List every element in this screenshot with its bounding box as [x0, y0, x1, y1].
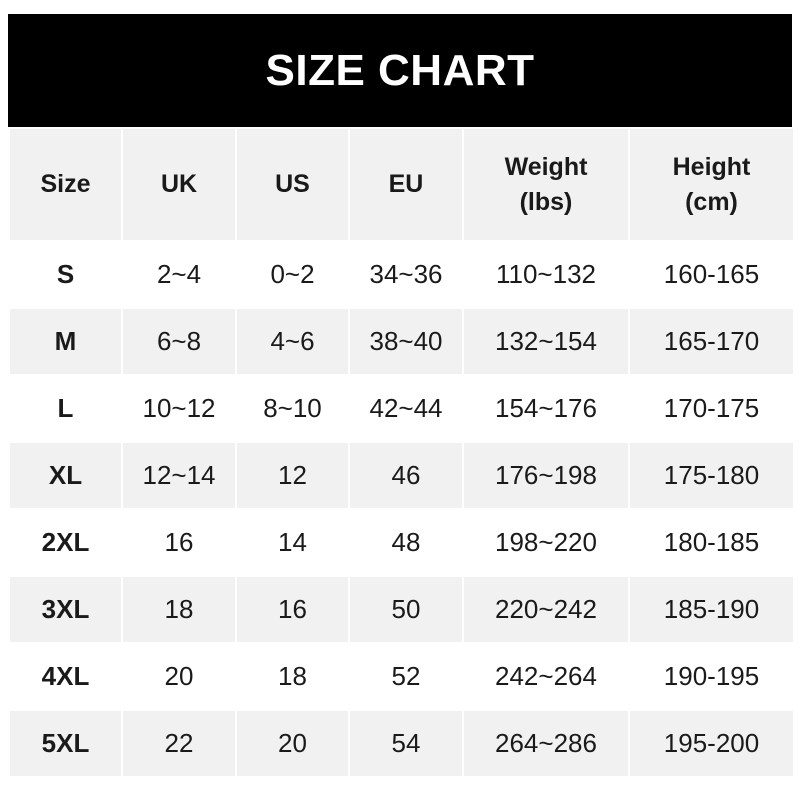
table-cell: 10~12: [121, 374, 237, 443]
table-row: M 6~8 4~6 38~40 132~154 165-170: [8, 307, 795, 376]
table-cell: 42~44: [348, 374, 464, 443]
size-label-cell: M: [8, 307, 123, 376]
column-header: Height (cm): [628, 127, 795, 242]
table-cell: 12~14: [121, 441, 237, 510]
table-row: 3XL 18 16 50 220~242 185-190: [8, 575, 795, 644]
table-cell: 190-195: [628, 642, 795, 711]
table-cell: 2~4: [121, 240, 237, 309]
column-header: US: [235, 127, 350, 242]
table-cell: 175-180: [628, 441, 795, 510]
column-header: EU: [348, 127, 464, 242]
size-chart-title: SIZE CHART: [8, 14, 792, 127]
table-cell: 18: [235, 642, 350, 711]
table-cell: 8~10: [235, 374, 350, 443]
table-cell: 165-170: [628, 307, 795, 376]
size-label-cell: 3XL: [8, 575, 123, 644]
table-cell: 242~264: [462, 642, 630, 711]
table-cell: 160-165: [628, 240, 795, 309]
table-cell: 16: [235, 575, 350, 644]
table-cell: 154~176: [462, 374, 630, 443]
table-cell: 54: [348, 709, 464, 778]
table-cell: 46: [348, 441, 464, 510]
column-header: Size: [8, 127, 123, 242]
table-cell: 185-190: [628, 575, 795, 644]
table-cell: 198~220: [462, 508, 630, 577]
table-cell: 48: [348, 508, 464, 577]
table-cell: 132~154: [462, 307, 630, 376]
table-cell: 18: [121, 575, 237, 644]
size-label-cell: 2XL: [8, 508, 123, 577]
table-cell: 12: [235, 441, 350, 510]
size-label-cell: S: [8, 240, 123, 309]
table-row: 2XL 16 14 48 198~220 180-185: [8, 508, 795, 577]
size-label-cell: L: [8, 374, 123, 443]
table-cell: 180-185: [628, 508, 795, 577]
table-cell: 38~40: [348, 307, 464, 376]
table-cell: 176~198: [462, 441, 630, 510]
table-row: XL 12~14 12 46 176~198 175-180: [8, 441, 795, 510]
table-cell: 6~8: [121, 307, 237, 376]
table-cell: 264~286: [462, 709, 630, 778]
column-header: Weight (lbs): [462, 127, 630, 242]
table-cell: 50: [348, 575, 464, 644]
table-cell: 22: [121, 709, 237, 778]
table-cell: 170-175: [628, 374, 795, 443]
table-row: 5XL 22 20 54 264~286 195-200: [8, 709, 795, 778]
size-chart-table: Size UK US EU Weight (lbs) Height (cm) S 2~4 0~…: [8, 127, 795, 778]
table-cell: 20: [121, 642, 237, 711]
header-row: Size UK US EU Weight (lbs) Height (cm): [8, 127, 795, 242]
size-label-cell: XL: [8, 441, 123, 510]
table-cell: 0~2: [235, 240, 350, 309]
column-header: UK: [121, 127, 237, 242]
size-label-cell: 5XL: [8, 709, 123, 778]
size-label-cell: 4XL: [8, 642, 123, 711]
table-cell: 195-200: [628, 709, 795, 778]
table-cell: 20: [235, 709, 350, 778]
table-cell: 220~242: [462, 575, 630, 644]
table-cell: 34~36: [348, 240, 464, 309]
table-cell: 4~6: [235, 307, 350, 376]
table-row: 4XL 20 18 52 242~264 190-195: [8, 642, 795, 711]
table-cell: 52: [348, 642, 464, 711]
table-cell: 110~132: [462, 240, 630, 309]
table-cell: 14: [235, 508, 350, 577]
table-cell: 16: [121, 508, 237, 577]
table-row: L 10~12 8~10 42~44 154~176 170-175: [8, 374, 795, 443]
table-row: S 2~4 0~2 34~36 110~132 160-165: [8, 240, 795, 309]
